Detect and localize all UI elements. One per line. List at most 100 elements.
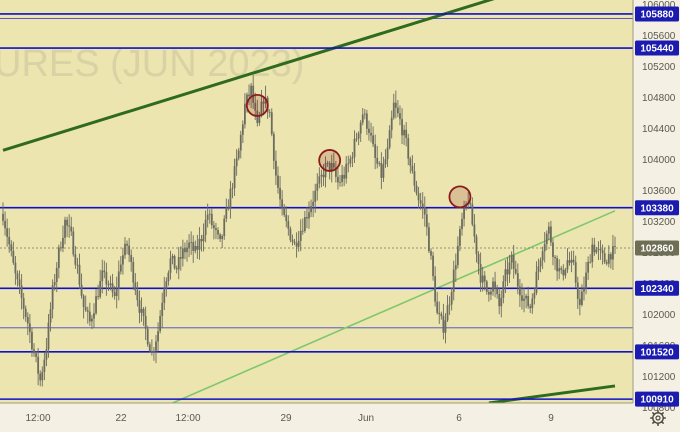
price-badge-label: 105440 bbox=[640, 44, 674, 55]
candle-body bbox=[148, 344, 151, 352]
candle-body bbox=[341, 174, 343, 182]
circle-markers bbox=[245, 94, 472, 209]
time-axis[interactable] bbox=[0, 403, 633, 432]
candle-body bbox=[200, 238, 203, 242]
candle-body bbox=[144, 315, 147, 329]
candle-body bbox=[239, 134, 242, 151]
light-trend-line[interactable] bbox=[172, 210, 616, 403]
price-axis[interactable] bbox=[633, 0, 680, 432]
candle-body bbox=[64, 219, 66, 238]
candle-body bbox=[328, 162, 331, 172]
candle-body bbox=[456, 245, 459, 266]
candle-body bbox=[109, 283, 112, 286]
candle-body bbox=[6, 228, 9, 237]
candle-body bbox=[512, 254, 515, 269]
candle-body bbox=[345, 163, 348, 179]
candle-body bbox=[281, 199, 284, 208]
candle-body bbox=[318, 176, 321, 184]
candle-body bbox=[322, 174, 325, 178]
candle-body bbox=[502, 281, 505, 298]
candle-body bbox=[192, 242, 195, 251]
candle-body bbox=[59, 247, 62, 249]
candle-body bbox=[119, 264, 122, 272]
candle-body bbox=[388, 130, 391, 148]
price-badge-label: 102340 bbox=[640, 284, 674, 295]
candle-body bbox=[126, 243, 128, 246]
candle-body bbox=[500, 297, 503, 307]
candle-body bbox=[535, 271, 538, 294]
candle-body bbox=[268, 112, 271, 113]
candle-body bbox=[101, 270, 104, 282]
candle-body bbox=[246, 94, 248, 104]
candle-body bbox=[496, 288, 499, 295]
candle-body bbox=[432, 255, 434, 277]
candle-body bbox=[376, 157, 379, 164]
candle-body bbox=[357, 133, 360, 139]
candle-body bbox=[43, 359, 46, 372]
candle-body bbox=[134, 282, 137, 291]
x-tick-label: 12:00 bbox=[175, 413, 200, 424]
candle-body bbox=[169, 258, 172, 273]
candle-body bbox=[506, 269, 509, 275]
candle-body bbox=[293, 241, 296, 243]
candle-body bbox=[22, 298, 25, 309]
circle-marker[interactable] bbox=[245, 94, 269, 117]
candle-body bbox=[547, 226, 550, 234]
settings-gear-icon[interactable] bbox=[650, 410, 666, 426]
candle-body bbox=[440, 313, 443, 317]
price-badge-label: 102860 bbox=[640, 244, 674, 255]
y-tick-label: 105600 bbox=[642, 31, 676, 42]
candle-body bbox=[475, 236, 478, 255]
candle-body bbox=[212, 225, 215, 229]
candle-body bbox=[564, 269, 567, 276]
candle-body bbox=[312, 201, 315, 207]
candle-body bbox=[463, 207, 465, 219]
candle-body bbox=[84, 307, 87, 311]
candle-body bbox=[314, 190, 317, 202]
y-tick-label: 104000 bbox=[642, 155, 676, 166]
candle-body bbox=[614, 246, 616, 247]
candle-body bbox=[167, 272, 170, 282]
plot-area[interactable] bbox=[0, 0, 633, 403]
candle-body bbox=[343, 174, 346, 179]
candle-body bbox=[161, 302, 164, 317]
candle-body bbox=[235, 158, 238, 167]
candlestick-series bbox=[2, 75, 616, 387]
candle-body bbox=[153, 350, 155, 352]
candle-body bbox=[370, 132, 372, 136]
candle-body bbox=[122, 255, 124, 265]
candle-body bbox=[136, 290, 139, 301]
circle-marker[interactable] bbox=[448, 185, 472, 209]
candle-body bbox=[419, 200, 422, 204]
candle-body bbox=[202, 234, 205, 242]
candle-body bbox=[386, 147, 389, 160]
candle-body bbox=[471, 204, 474, 225]
candle-body bbox=[599, 248, 602, 251]
candle-body bbox=[576, 282, 579, 299]
candle-body bbox=[157, 331, 159, 342]
candle-body bbox=[181, 248, 184, 259]
dark-trend-line[interactable] bbox=[2, 0, 615, 152]
candle-body bbox=[51, 285, 54, 310]
candle-body bbox=[351, 157, 354, 159]
y-tick-label: 104400 bbox=[642, 124, 676, 135]
candle-body bbox=[4, 220, 6, 229]
candle-body bbox=[210, 213, 213, 226]
candle-body bbox=[91, 318, 93, 322]
candle-body bbox=[215, 228, 217, 231]
candle-body bbox=[103, 270, 106, 273]
dark-trend-line[interactable] bbox=[488, 384, 616, 403]
candle-body bbox=[605, 262, 608, 264]
x-tick-label: Jun bbox=[358, 413, 374, 424]
circle-marker[interactable] bbox=[318, 149, 342, 172]
candle-body bbox=[438, 312, 441, 314]
candle-body bbox=[347, 163, 350, 165]
candle-body bbox=[595, 249, 598, 253]
candle-body bbox=[188, 242, 190, 248]
candle-body bbox=[233, 166, 236, 189]
candle-body bbox=[47, 322, 50, 350]
candle-body bbox=[289, 228, 292, 240]
price-badge-label: 100910 bbox=[640, 395, 674, 406]
candle-body bbox=[320, 174, 323, 177]
x-tick-label: 22 bbox=[115, 413, 127, 424]
